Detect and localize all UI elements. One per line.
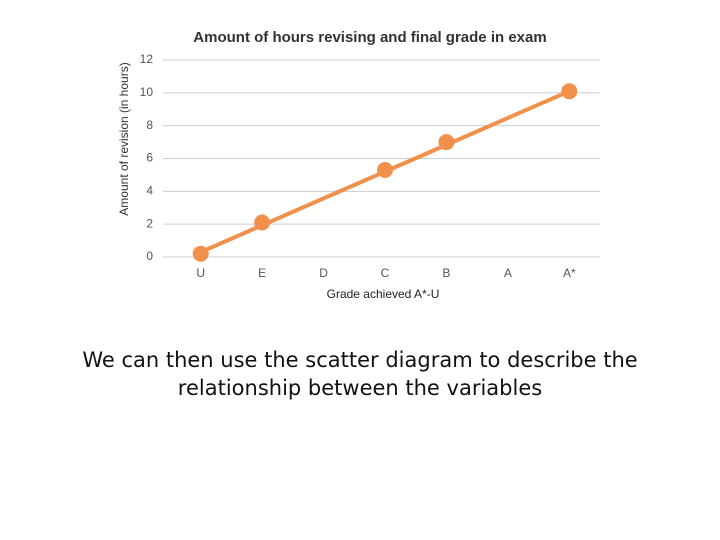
data-point xyxy=(254,214,271,231)
y-tick-label: 4 xyxy=(146,184,153,198)
data-point xyxy=(377,161,393,178)
y-tick-label: 10 xyxy=(140,85,154,99)
chart: Amount of hours revising and final grade… xyxy=(140,29,600,301)
x-tick-label: C xyxy=(381,266,390,280)
x-tick-label: E xyxy=(258,266,266,280)
y-tick-label: 0 xyxy=(146,249,153,263)
x-tick-label: A xyxy=(504,266,512,280)
x-tick-label: A* xyxy=(563,266,576,280)
x-tick-label: B xyxy=(442,266,450,280)
y-tick-label: 2 xyxy=(146,216,153,230)
y-tick-label: 8 xyxy=(146,118,153,132)
x-axis-label: Grade achieved A*-U xyxy=(327,287,440,301)
x-tick-label: U xyxy=(196,266,205,280)
y-axis-label: Amount of revision (in hours) xyxy=(117,62,131,216)
chart-title: Amount of hours revising and final grade… xyxy=(193,29,546,46)
x-tick-label: D xyxy=(319,266,328,280)
data-point xyxy=(438,134,455,151)
data-point xyxy=(192,245,209,262)
y-tick-label: 6 xyxy=(146,151,153,165)
data-point xyxy=(561,83,578,100)
caption: We can then use the scatter diagram to d… xyxy=(82,348,638,400)
y-tick-label: 12 xyxy=(140,52,154,66)
